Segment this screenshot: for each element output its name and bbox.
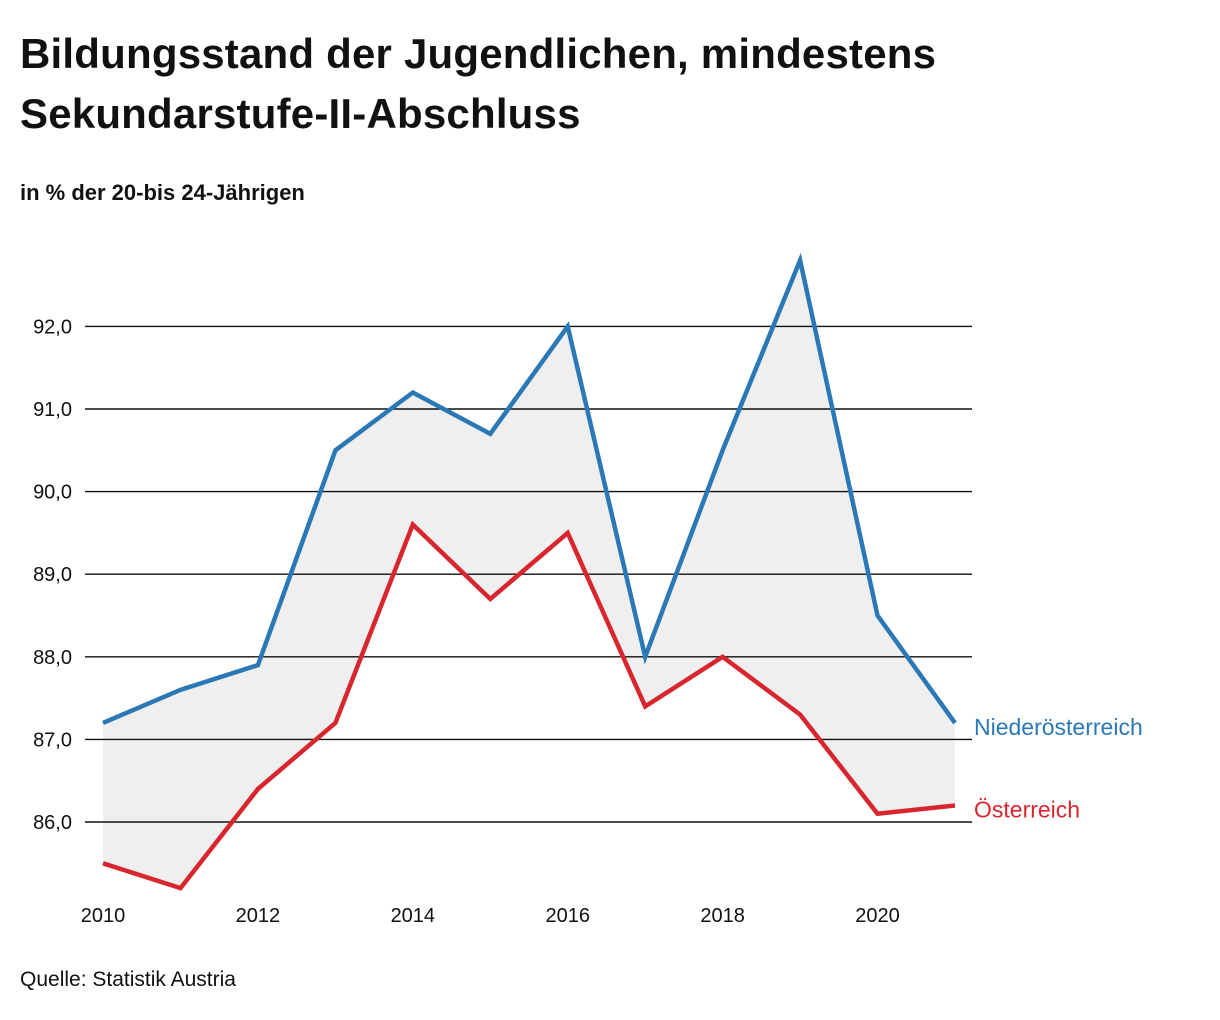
y-tick-label: 89,0	[33, 564, 72, 586]
series-lines	[102, 252, 957, 891]
y-tick-label: 87,0	[33, 729, 72, 751]
chart-subtitle: in % der 20-bis 24-Jährigen	[20, 180, 305, 205]
x-tick-label: 2018	[700, 905, 745, 927]
y-axis-ticks: 86,0 87,0 88,0 89,0 90,0 91,0 92,0	[33, 316, 72, 834]
x-tick-label: 2020	[855, 905, 900, 927]
chart-title: Bildungsstand der Jugendlichen, mindeste…	[20, 30, 937, 137]
y-tick-label: 90,0	[33, 482, 72, 504]
x-tick-label: 2010	[81, 905, 126, 927]
x-tick-label: 2012	[236, 905, 281, 927]
series-line-0	[102, 252, 957, 725]
x-tick-label: 2014	[391, 905, 436, 927]
series-labels: Niederösterreich Österreich	[974, 714, 1143, 823]
y-tick-label: 91,0	[33, 399, 72, 421]
y-tick-label: 86,0	[33, 812, 72, 834]
x-tick-label: 2016	[545, 905, 590, 927]
x-axis-ticks: 2010 2012 2014 2016 2018 2020	[81, 905, 900, 927]
source-note: Quelle: Statistik Austria	[20, 968, 236, 991]
series-line-1	[102, 520, 956, 891]
series-label-0: Niederösterreich	[974, 714, 1143, 740]
series-label-1: Österreich	[974, 796, 1080, 822]
fill-band-layer	[103, 260, 955, 889]
y-tick-label: 92,0	[33, 316, 72, 338]
y-tick-label: 88,0	[33, 647, 72, 669]
fill-band	[103, 260, 955, 889]
